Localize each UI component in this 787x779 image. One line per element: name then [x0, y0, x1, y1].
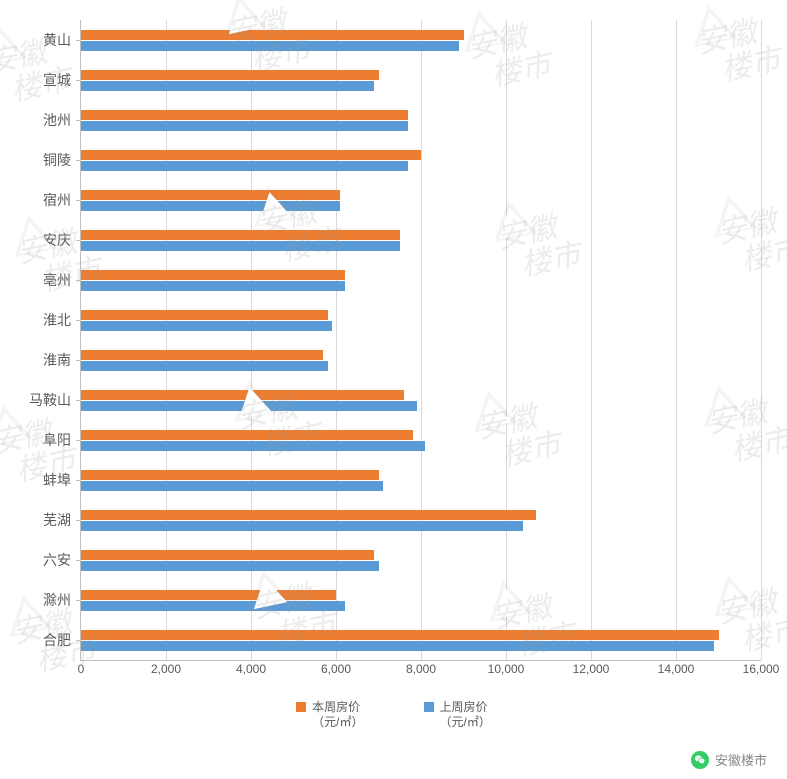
category-group: 淮南 [81, 340, 761, 380]
category-group: 合肥 [81, 620, 761, 660]
category-group: 马鞍山 [81, 380, 761, 420]
x-tick-label: 14,000 [658, 662, 695, 676]
category-group: 黄山 [81, 20, 761, 60]
bar-last-week [81, 441, 425, 451]
bar-last-week [81, 561, 379, 571]
bar-this-week [81, 230, 400, 240]
category-label: 马鞍山 [21, 390, 71, 410]
category-label: 池州 [21, 110, 71, 130]
legend: 本周房价（元/㎡） 上周房价（元/㎡） [0, 700, 787, 730]
bar-last-week [81, 521, 523, 531]
category-label: 宣城 [21, 70, 71, 90]
bar-this-week [81, 590, 336, 600]
legend-swatch [424, 702, 434, 712]
bar-this-week [81, 350, 323, 360]
legend-label: 本周房价（元/㎡） [312, 700, 363, 730]
bar-last-week [81, 401, 417, 411]
x-tick-label: 2,000 [151, 662, 181, 676]
bar-this-week [81, 510, 536, 520]
legend-item: 上周房价（元/㎡） [424, 700, 491, 730]
category-group: 蚌埠 [81, 460, 761, 500]
footer-text: 安徽楼市 [715, 750, 767, 769]
bar-this-week [81, 310, 328, 320]
bar-this-week [81, 550, 374, 560]
bar-last-week [81, 481, 383, 491]
bar-last-week [81, 201, 340, 211]
price-chart: 02,0004,0006,0008,00010,00012,00014,0001… [80, 20, 760, 680]
category-group: 阜阳 [81, 420, 761, 460]
bar-last-week [81, 281, 345, 291]
bar-last-week [81, 161, 408, 171]
x-tick-label: 16,000 [743, 662, 780, 676]
category-group: 铜陵 [81, 140, 761, 180]
category-label: 淮南 [21, 350, 71, 370]
category-label: 亳州 [21, 270, 71, 290]
x-tick-label: 8,000 [406, 662, 436, 676]
category-group: 安庆 [81, 220, 761, 260]
bar-this-week [81, 150, 421, 160]
x-tick-label: 0 [78, 662, 85, 676]
category-group: 六安 [81, 540, 761, 580]
plot-area: 02,0004,0006,0008,00010,00012,00014,0001… [80, 20, 761, 661]
legend-swatch [296, 702, 306, 712]
category-group: 淮北 [81, 300, 761, 340]
x-tick-label: 12,000 [573, 662, 610, 676]
bar-last-week [81, 121, 408, 131]
bar-this-week [81, 470, 379, 480]
gridline [761, 20, 762, 660]
category-label: 阜阳 [21, 430, 71, 450]
category-group: 池州 [81, 100, 761, 140]
category-label: 六安 [21, 550, 71, 570]
legend-item: 本周房价（元/㎡） [296, 700, 363, 730]
bar-this-week [81, 390, 404, 400]
bar-this-week [81, 70, 379, 80]
category-group: 宣城 [81, 60, 761, 100]
category-label: 淮北 [21, 310, 71, 330]
bar-last-week [81, 361, 328, 371]
category-group: 滁州 [81, 580, 761, 620]
bar-last-week [81, 41, 459, 51]
category-group: 宿州 [81, 180, 761, 220]
x-tick-label: 10,000 [488, 662, 525, 676]
legend-label: 上周房价（元/㎡） [440, 700, 491, 730]
category-label: 安庆 [21, 230, 71, 250]
category-label: 合肥 [21, 630, 71, 650]
x-tick-label: 6,000 [321, 662, 351, 676]
bar-last-week [81, 241, 400, 251]
bar-this-week [81, 430, 413, 440]
category-label: 滁州 [21, 590, 71, 610]
bar-this-week [81, 630, 719, 640]
category-label: 铜陵 [21, 150, 71, 170]
category-label: 宿州 [21, 190, 71, 210]
x-tick-label: 4,000 [236, 662, 266, 676]
bar-last-week [81, 641, 714, 651]
category-label: 黄山 [21, 30, 71, 50]
category-label: 蚌埠 [21, 470, 71, 490]
wechat-icon [691, 751, 709, 769]
bar-this-week [81, 190, 340, 200]
category-label: 芜湖 [21, 510, 71, 530]
bar-last-week [81, 321, 332, 331]
category-group: 芜湖 [81, 500, 761, 540]
bar-this-week [81, 110, 408, 120]
footer-attribution: 安徽楼市 [691, 750, 767, 769]
bar-last-week [81, 601, 345, 611]
bar-last-week [81, 81, 374, 91]
bar-this-week [81, 270, 345, 280]
bar-this-week [81, 30, 464, 40]
category-group: 亳州 [81, 260, 761, 300]
